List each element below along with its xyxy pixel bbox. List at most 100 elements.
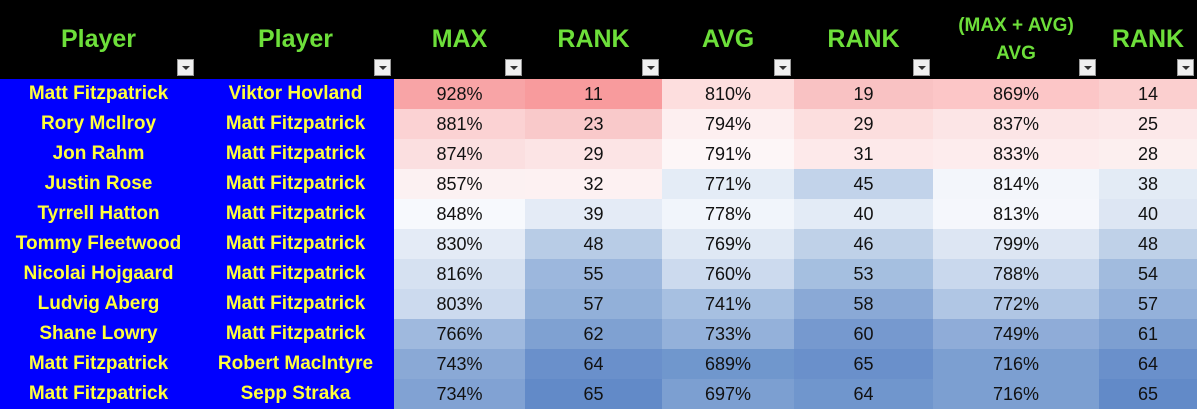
- avg-rank-cell[interactable]: 31: [794, 139, 933, 169]
- combo-rank-cell[interactable]: 28: [1099, 139, 1197, 169]
- combo-cell[interactable]: 716%: [933, 349, 1099, 379]
- filter-dropdown-icon[interactable]: [177, 59, 194, 76]
- partner-cell[interactable]: Sepp Straka: [197, 379, 394, 409]
- player-cell[interactable]: Jon Rahm: [0, 139, 197, 169]
- max-rank-cell[interactable]: 62: [525, 319, 662, 349]
- partner-cell[interactable]: Matt Fitzpatrick: [197, 259, 394, 289]
- combo-rank-cell[interactable]: 61: [1099, 319, 1197, 349]
- player-cell[interactable]: Matt Fitzpatrick: [0, 349, 197, 379]
- max-cell[interactable]: 881%: [394, 109, 525, 139]
- combo-cell[interactable]: 813%: [933, 199, 1099, 229]
- partner-cell[interactable]: Matt Fitzpatrick: [197, 319, 394, 349]
- max-cell[interactable]: 734%: [394, 379, 525, 409]
- filter-dropdown-icon[interactable]: [1177, 59, 1194, 76]
- combo-cell[interactable]: 788%: [933, 259, 1099, 289]
- combo-cell[interactable]: 814%: [933, 169, 1099, 199]
- filter-dropdown-icon[interactable]: [642, 59, 659, 76]
- filter-dropdown-icon[interactable]: [774, 59, 791, 76]
- partner-cell[interactable]: Matt Fitzpatrick: [197, 229, 394, 259]
- max-cell[interactable]: 848%: [394, 199, 525, 229]
- avg-cell[interactable]: 791%: [662, 139, 794, 169]
- filter-dropdown-icon[interactable]: [1079, 59, 1096, 76]
- avg-rank-cell[interactable]: 40: [794, 199, 933, 229]
- player-cell[interactable]: Tommy Fleetwood: [0, 229, 197, 259]
- combo-rank-cell[interactable]: 65: [1099, 379, 1197, 409]
- filter-dropdown-icon[interactable]: [913, 59, 930, 76]
- combo-cell[interactable]: 749%: [933, 319, 1099, 349]
- partner-cell[interactable]: Matt Fitzpatrick: [197, 109, 394, 139]
- player-cell[interactable]: Justin Rose: [0, 169, 197, 199]
- player-cell[interactable]: Shane Lowry: [0, 319, 197, 349]
- max-rank-cell[interactable]: 23: [525, 109, 662, 139]
- combo-rank-cell[interactable]: 48: [1099, 229, 1197, 259]
- avg-rank-cell[interactable]: 53: [794, 259, 933, 289]
- avg-cell[interactable]: 794%: [662, 109, 794, 139]
- combo-cell[interactable]: 716%: [933, 379, 1099, 409]
- avg-cell[interactable]: 697%: [662, 379, 794, 409]
- max-cell[interactable]: 928%: [394, 79, 525, 109]
- combo-rank-cell[interactable]: 40: [1099, 199, 1197, 229]
- combo-rank-cell[interactable]: 54: [1099, 259, 1197, 289]
- combo-rank-cell[interactable]: 64: [1099, 349, 1197, 379]
- max-cell[interactable]: 766%: [394, 319, 525, 349]
- avg-rank-cell[interactable]: 46: [794, 229, 933, 259]
- combo-rank-cell[interactable]: 57: [1099, 289, 1197, 319]
- combo-cell[interactable]: 837%: [933, 109, 1099, 139]
- combo-rank-cell[interactable]: 14: [1099, 79, 1197, 109]
- max-rank-cell[interactable]: 65: [525, 379, 662, 409]
- max-rank-cell[interactable]: 32: [525, 169, 662, 199]
- player-cell[interactable]: Matt Fitzpatrick: [0, 379, 197, 409]
- max-cell[interactable]: 816%: [394, 259, 525, 289]
- partner-cell[interactable]: Matt Fitzpatrick: [197, 199, 394, 229]
- avg-cell[interactable]: 760%: [662, 259, 794, 289]
- max-cell[interactable]: 874%: [394, 139, 525, 169]
- player-cell[interactable]: Nicolai Hojgaard: [0, 259, 197, 289]
- combo-cell[interactable]: 869%: [933, 79, 1099, 109]
- table-row: Matt Fitzpatrick Viktor Hovland 928% 11 810%…: [0, 79, 1197, 109]
- avg-cell[interactable]: 769%: [662, 229, 794, 259]
- partner-cell[interactable]: Matt Fitzpatrick: [197, 139, 394, 169]
- combo-rank-cell[interactable]: 38: [1099, 169, 1197, 199]
- header-label: AVG: [701, 25, 755, 53]
- max-cell[interactable]: 743%: [394, 349, 525, 379]
- player-cell[interactable]: Rory McIlroy: [0, 109, 197, 139]
- max-rank-cell[interactable]: 11: [525, 79, 662, 109]
- max-rank-cell[interactable]: 29: [525, 139, 662, 169]
- avg-rank-cell[interactable]: 45: [794, 169, 933, 199]
- avg-cell[interactable]: 741%: [662, 289, 794, 319]
- max-rank-cell[interactable]: 57: [525, 289, 662, 319]
- avg-rank-cell[interactable]: 29: [794, 109, 933, 139]
- filter-dropdown-icon[interactable]: [505, 59, 522, 76]
- max-rank-cell[interactable]: 64: [525, 349, 662, 379]
- avg-cell[interactable]: 733%: [662, 319, 794, 349]
- max-rank-cell[interactable]: 55: [525, 259, 662, 289]
- filter-dropdown-icon[interactable]: [374, 59, 391, 76]
- avg-rank-cell[interactable]: 65: [794, 349, 933, 379]
- max-rank-cell[interactable]: 39: [525, 199, 662, 229]
- avg-cell[interactable]: 689%: [662, 349, 794, 379]
- partner-cell[interactable]: Matt Fitzpatrick: [197, 289, 394, 319]
- combo-cell[interactable]: 799%: [933, 229, 1099, 259]
- partner-cell[interactable]: Viktor Hovland: [197, 79, 394, 109]
- avg-rank-cell[interactable]: 58: [794, 289, 933, 319]
- combo-cell[interactable]: 833%: [933, 139, 1099, 169]
- max-cell[interactable]: 803%: [394, 289, 525, 319]
- combo-rank-cell[interactable]: 25: [1099, 109, 1197, 139]
- header-label: Player: [257, 25, 334, 53]
- avg-rank-cell[interactable]: 19: [794, 79, 933, 109]
- avg-rank-cell[interactable]: 64: [794, 379, 933, 409]
- combo-cell[interactable]: 772%: [933, 289, 1099, 319]
- header-label: MAX: [431, 25, 488, 53]
- avg-cell[interactable]: 778%: [662, 199, 794, 229]
- player-cell[interactable]: Matt Fitzpatrick: [0, 79, 197, 109]
- player-cell[interactable]: Ludvig Aberg: [0, 289, 197, 319]
- max-cell[interactable]: 830%: [394, 229, 525, 259]
- player-cell[interactable]: Tyrrell Hatton: [0, 199, 197, 229]
- max-rank-cell[interactable]: 48: [525, 229, 662, 259]
- partner-cell[interactable]: Robert MacIntyre: [197, 349, 394, 379]
- partner-cell[interactable]: Matt Fitzpatrick: [197, 169, 394, 199]
- avg-cell[interactable]: 771%: [662, 169, 794, 199]
- avg-rank-cell[interactable]: 60: [794, 319, 933, 349]
- max-cell[interactable]: 857%: [394, 169, 525, 199]
- avg-cell[interactable]: 810%: [662, 79, 794, 109]
